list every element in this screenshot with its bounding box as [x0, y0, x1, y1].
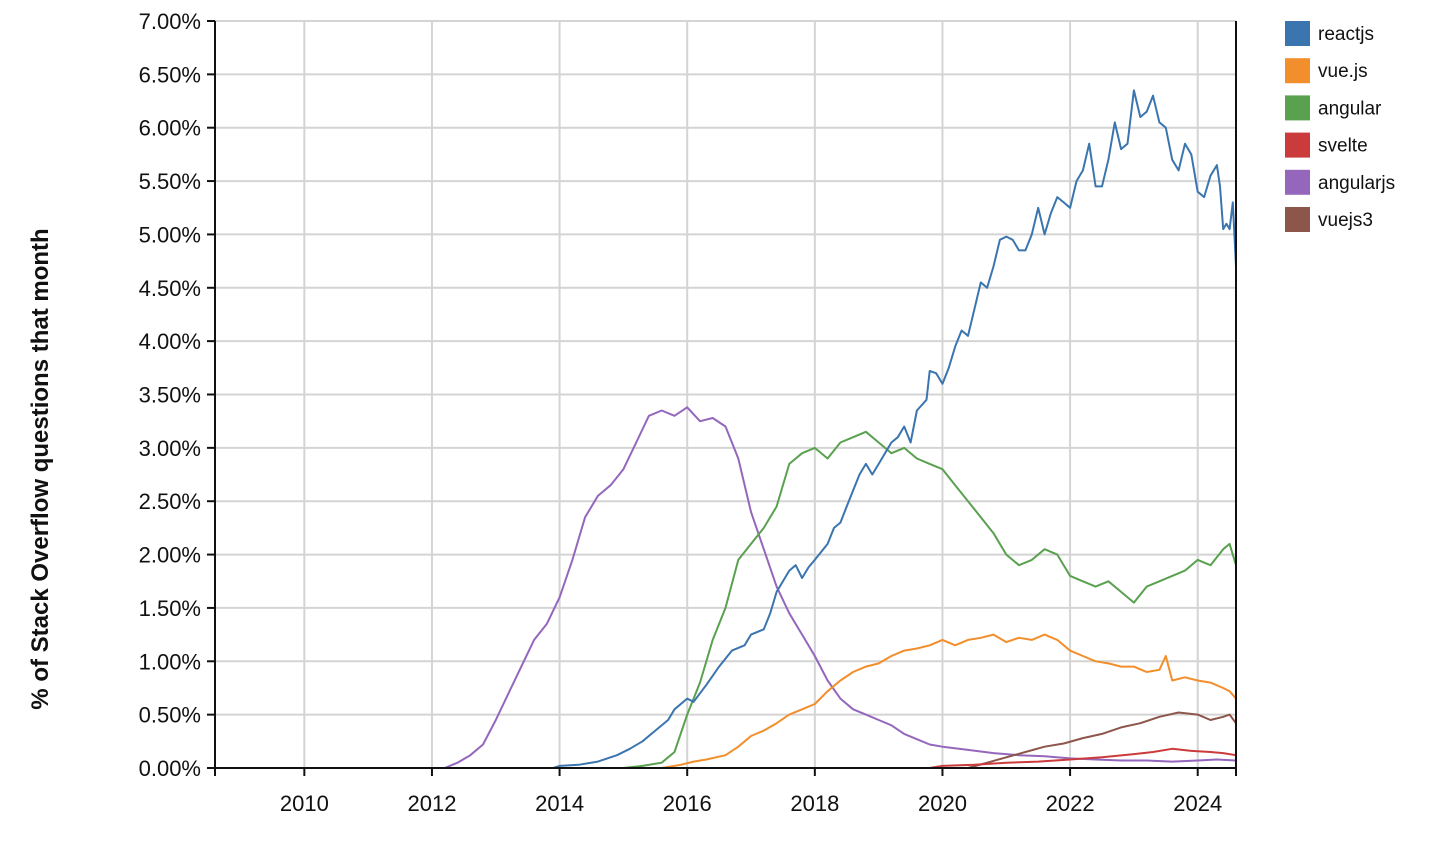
legend-swatch-angular — [1285, 95, 1310, 121]
y-axis-title: % of Stack Overflow questions that month — [27, 228, 54, 709]
y-tick-label: 6.00% — [139, 116, 201, 141]
legend-label-svelte: svelte — [1318, 136, 1368, 157]
y-tick-label: 4.50% — [139, 276, 201, 301]
series-line-angular — [214, 430, 1237, 769]
series-line-svelte — [214, 747, 1237, 769]
axis-layer: 0.00% 0.50% 1.00% 1.50% 2.00% 2.50% 3.00% 3.50%… — [139, 9, 1237, 816]
legend-label-vue-js: vue.js — [1318, 61, 1368, 82]
x-tick-label: 2012 — [407, 791, 456, 816]
x-tick-label: 2016 — [663, 791, 712, 816]
grid-layer — [215, 20, 1236, 769]
y-tick-label: 6.50% — [139, 62, 201, 87]
y-tick-label: 2.00% — [139, 543, 201, 568]
y-tick-label: 3.00% — [139, 436, 201, 461]
x-tick-label: 2010 — [280, 791, 329, 816]
y-tick-label: 5.50% — [139, 169, 201, 194]
legend: reactjs vue.js angular svelte angularjs vuejs… — [1285, 21, 1395, 232]
y-tick-label: 7.00% — [139, 9, 201, 34]
y-tick-label: 0.00% — [139, 756, 201, 781]
series-line-angularjs — [214, 406, 1237, 769]
legend-swatch-vue-js — [1285, 58, 1310, 84]
y-tick-label: 3.50% — [139, 383, 201, 408]
series-line-reactjs — [214, 89, 1237, 769]
legend-swatch-vuejs3 — [1285, 207, 1310, 232]
legend-swatch-angularjs — [1285, 169, 1310, 195]
y-tick-label: 1.00% — [139, 649, 201, 674]
legend-label-angularjs: angularjs — [1318, 173, 1395, 194]
y-tick-label: 0.50% — [139, 703, 201, 728]
y-tick-label: 5.00% — [139, 222, 201, 247]
y-tick-label: 4.00% — [139, 329, 201, 354]
y-tick-label: 2.50% — [139, 489, 201, 514]
legend-label-vuejs3: vuejs3 — [1318, 210, 1373, 231]
y-tick-label: 1.50% — [139, 596, 201, 621]
legend-label-angular: angular — [1318, 98, 1382, 119]
series-line-vue-js — [214, 633, 1237, 769]
legend-swatch-reactjs — [1285, 21, 1310, 46]
legend-swatch-svelte — [1285, 132, 1310, 158]
series-line-vuejs3 — [214, 711, 1237, 769]
x-tick-label: 2024 — [1173, 791, 1222, 816]
x-tick-label: 2014 — [535, 791, 584, 816]
x-tick-label: 2018 — [790, 791, 839, 816]
x-tick-label: 2020 — [918, 791, 967, 816]
legend-label-reactjs: reactjs — [1318, 24, 1374, 45]
x-tick-label: 2022 — [1046, 791, 1095, 816]
series-layer — [214, 89, 1237, 769]
